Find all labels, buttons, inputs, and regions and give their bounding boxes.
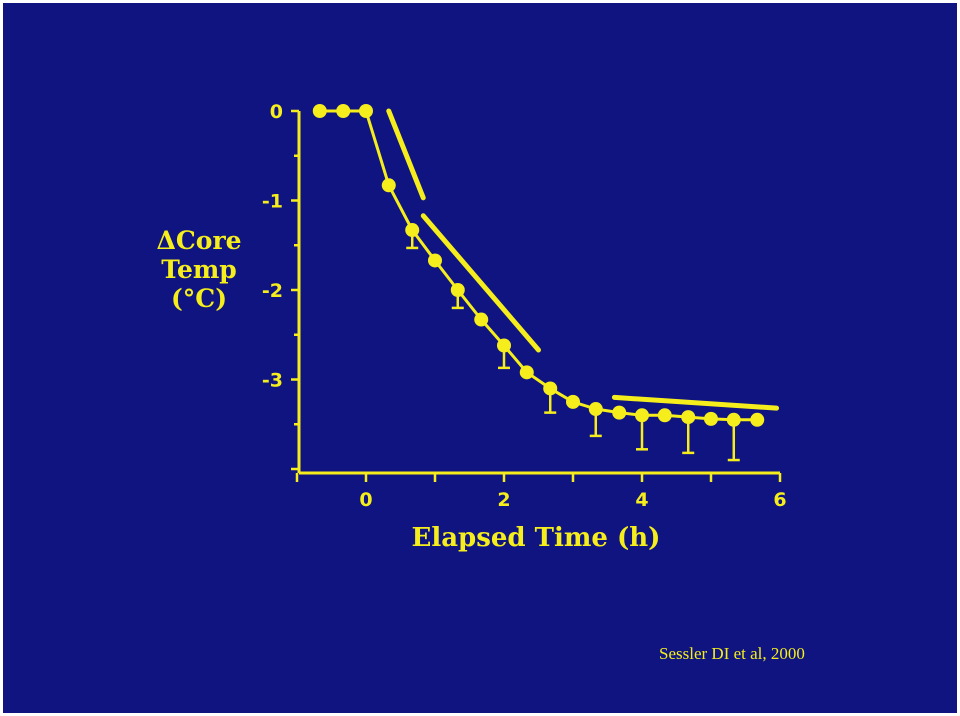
y-axis-title-line: Temp xyxy=(161,255,237,284)
x-axis-title: Elapsed Time (h) xyxy=(412,523,661,553)
y-axis-title-line: (°C) xyxy=(171,284,227,313)
phase-2-trend-line xyxy=(420,213,541,353)
x-tick-label: 2 xyxy=(497,489,510,511)
series-line xyxy=(319,109,758,422)
data-point xyxy=(519,365,534,380)
data-point xyxy=(726,412,741,427)
y-tick-label: -1 xyxy=(262,191,283,213)
y-tick-label: -2 xyxy=(262,280,283,302)
x-tick-label: 0 xyxy=(359,489,372,511)
data-point xyxy=(474,312,489,327)
data-point xyxy=(312,104,327,118)
data-point xyxy=(381,178,396,193)
y-tick-label: -3 xyxy=(262,370,283,392)
data-point xyxy=(359,104,373,118)
x-tick-label: 6 xyxy=(773,489,786,511)
data-point xyxy=(336,104,351,118)
data-point xyxy=(405,223,420,238)
data-point xyxy=(588,402,603,417)
data-point xyxy=(681,410,696,425)
y-axis-title-line: ΔCore xyxy=(156,226,241,255)
data-point xyxy=(635,408,649,423)
slide-background: 0 -1 -2 -3 0 2 4 6 Elapsed Time (h) ΔCore Temp (°C)… xyxy=(3,3,957,713)
data-point xyxy=(657,408,672,423)
y-tick-label: 0 xyxy=(270,101,283,123)
citation: Sessler DI et al, 2000 xyxy=(659,644,805,663)
data-point xyxy=(450,283,465,297)
data-point xyxy=(543,381,558,396)
data-point xyxy=(704,411,718,426)
data-point xyxy=(566,394,580,409)
data-point xyxy=(750,412,765,427)
data-point xyxy=(428,253,442,268)
phase-1-trend-line xyxy=(386,108,426,201)
data-point xyxy=(612,405,627,420)
data-point xyxy=(497,338,511,353)
phase-3-trend-line xyxy=(611,394,780,411)
x-tick-label: 4 xyxy=(635,489,648,511)
